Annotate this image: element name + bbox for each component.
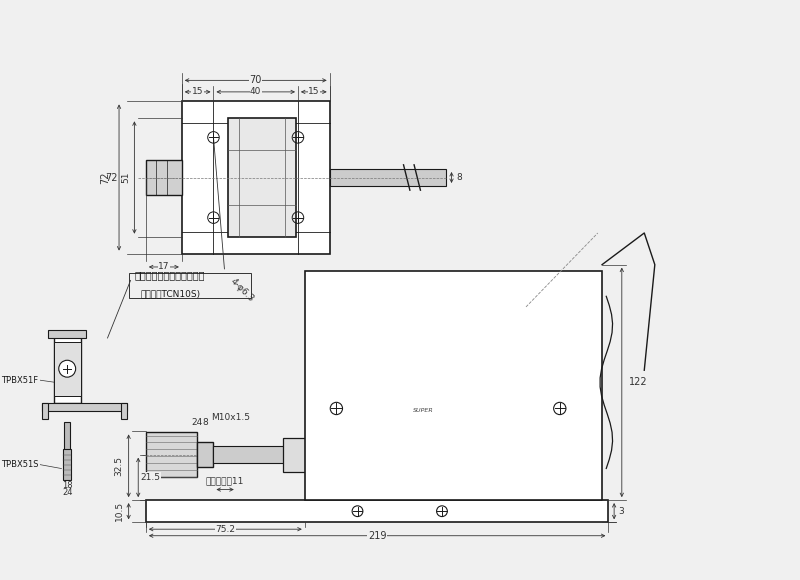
- Text: 122: 122: [629, 378, 647, 387]
- Bar: [305, 271, 602, 500]
- Bar: [54, 334, 81, 403]
- Text: TPBX51F: TPBX51F: [2, 376, 38, 385]
- Bar: [146, 160, 182, 195]
- Circle shape: [58, 360, 76, 377]
- Text: M10x1.5: M10x1.5: [210, 413, 250, 422]
- Text: 72: 72: [106, 172, 118, 183]
- Text: 40: 40: [250, 88, 262, 96]
- Bar: [54, 342, 81, 396]
- Text: 75.2: 75.2: [215, 525, 235, 534]
- Text: 8: 8: [202, 418, 208, 426]
- Bar: [42, 403, 126, 411]
- Text: SUPER: SUPER: [414, 408, 434, 413]
- Bar: [182, 102, 330, 253]
- Text: カップリングナットセット: カップリングナットセット: [134, 270, 205, 280]
- Text: 8: 8: [456, 173, 462, 182]
- Text: 70: 70: [250, 75, 262, 85]
- Bar: [48, 331, 86, 338]
- Text: 10.5: 10.5: [114, 501, 123, 521]
- Bar: [283, 438, 322, 472]
- Bar: [146, 500, 608, 522]
- Text: ストローク11: ストローク11: [206, 476, 244, 485]
- Text: 21.5: 21.5: [140, 473, 160, 482]
- Text: 72: 72: [101, 171, 110, 184]
- Bar: [64, 422, 70, 453]
- Bar: [146, 432, 197, 477]
- Text: 32.5: 32.5: [114, 456, 123, 476]
- Bar: [63, 450, 71, 480]
- Text: TPBX51S: TPBX51S: [1, 460, 38, 469]
- Text: （品番：TCN10S): （品番：TCN10S): [140, 289, 200, 298]
- Bar: [121, 403, 126, 419]
- Bar: [42, 403, 48, 419]
- Text: 15: 15: [192, 88, 203, 96]
- Text: 18: 18: [62, 481, 73, 490]
- Text: 219: 219: [368, 531, 386, 541]
- Text: 3: 3: [618, 507, 624, 516]
- Text: 51: 51: [122, 172, 130, 183]
- Bar: [197, 442, 214, 467]
- Text: 15: 15: [308, 88, 319, 96]
- Text: 4-φ6.3: 4-φ6.3: [228, 277, 255, 303]
- Text: 24: 24: [62, 488, 73, 497]
- Bar: [330, 169, 446, 186]
- Bar: [129, 273, 251, 298]
- Bar: [228, 118, 296, 237]
- Text: 17: 17: [158, 263, 170, 271]
- Text: 24: 24: [191, 418, 202, 426]
- Bar: [214, 446, 322, 463]
